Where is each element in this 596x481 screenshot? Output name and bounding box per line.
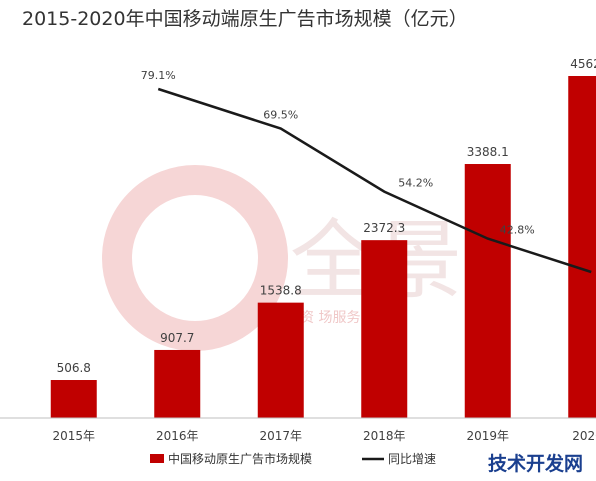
bar xyxy=(50,380,97,418)
legend-line-label: 同比增速 xyxy=(388,452,436,466)
x-tick-label: 2015年 xyxy=(52,429,95,443)
x-tick-label: 2018年 xyxy=(363,429,406,443)
bar xyxy=(464,164,511,418)
bar-value-label: 907.7 xyxy=(160,331,194,345)
legend: 中国移动原生广告市场规模 同比增速 xyxy=(150,451,436,466)
legend-bar-swatch xyxy=(150,454,164,463)
bar-value-label: 4562.1 xyxy=(570,57,596,71)
growth-rate-label: 69.5% xyxy=(263,109,298,122)
bar-value-label: 3388.1 xyxy=(467,145,509,159)
x-axis: 2015年 2016年 2017年 2018年 2019年 2020E xyxy=(0,417,596,443)
watermark-logo-icon xyxy=(102,165,288,351)
corner-logo: 技术开发网 xyxy=(488,452,583,475)
bar xyxy=(154,349,201,418)
x-tick-label: 2020E xyxy=(572,429,596,443)
bar-value-label: 506.8 xyxy=(57,361,91,375)
growth-line: 79.1%69.5%54.2%42.8%34.7% xyxy=(141,69,592,274)
x-tick-label: 2017年 xyxy=(259,429,302,443)
x-tick-label: 2019年 xyxy=(466,429,509,443)
bars: 506.8 907.7 1538.8 2372.3 3388.1 4562.1 xyxy=(50,57,596,418)
growth-rate-label: 54.2% xyxy=(398,177,433,190)
x-tick-label: 2016年 xyxy=(156,429,199,443)
watermark-small-text: 资 场服务 台 xyxy=(300,310,379,326)
bar-value-label: 2372.3 xyxy=(363,221,405,235)
bar xyxy=(257,302,304,418)
bar-value-label: 1538.8 xyxy=(260,284,302,298)
growth-rate-label: 42.8% xyxy=(500,224,535,237)
bar xyxy=(568,76,596,418)
legend-bar-label: 中国移动原生广告市场规模 xyxy=(168,451,312,466)
growth-line-path xyxy=(157,87,592,274)
bar xyxy=(361,240,408,418)
growth-rate-label: 79.1% xyxy=(141,69,176,82)
chart-title: 2015-2020年中国移动端原生广告市场规模（亿元） xyxy=(22,8,468,30)
